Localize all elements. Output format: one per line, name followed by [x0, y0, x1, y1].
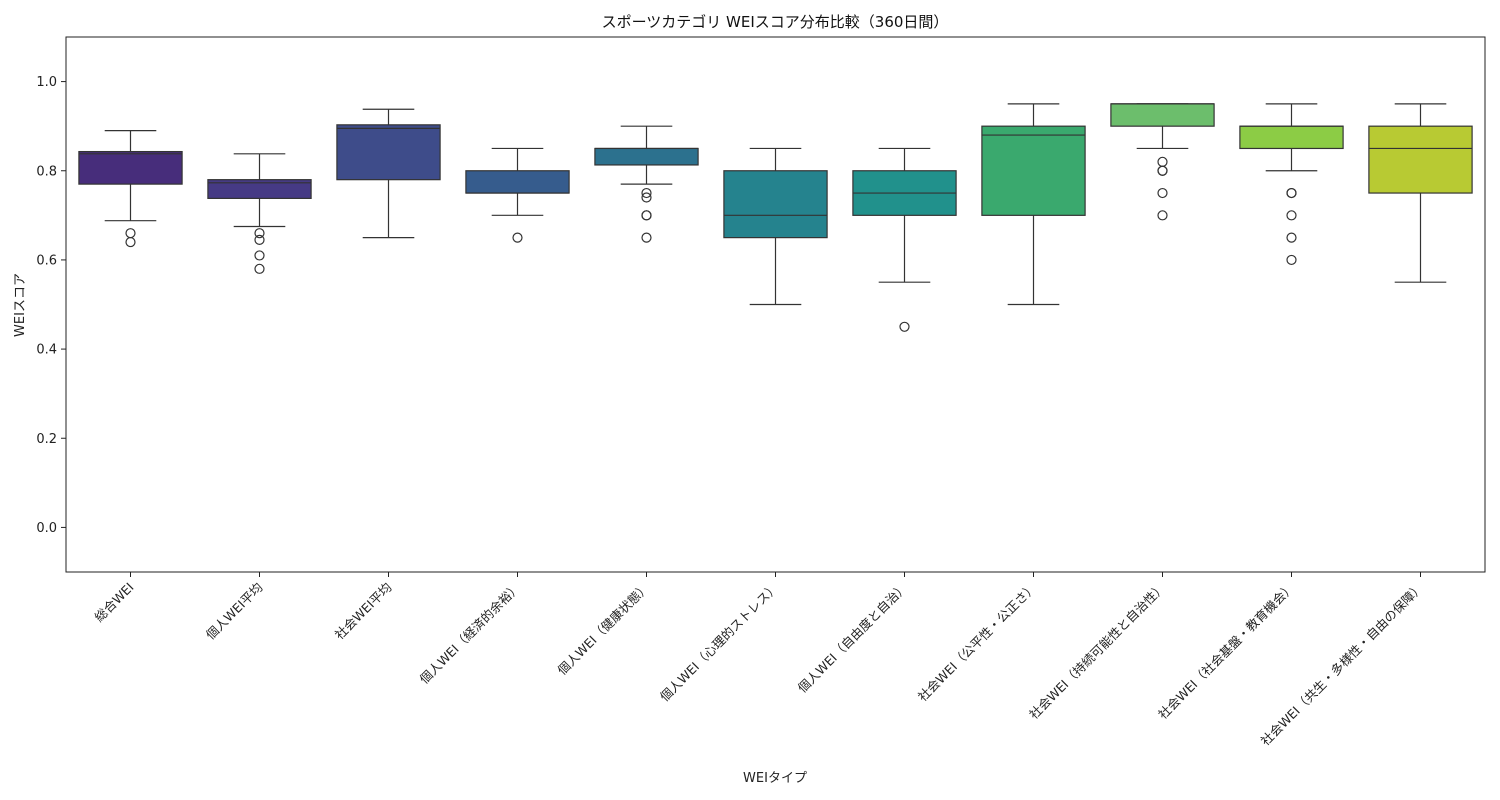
box-7 [852, 147, 957, 332]
x-tick-label: 社会WEI（持続可能性と自治性） [1026, 580, 1168, 722]
plot-area [78, 103, 1473, 332]
outlier-point [1157, 156, 1168, 167]
y-tick-label: 0.8 [36, 164, 57, 179]
x-tick-label: 個人WEI（心理的ストレス） [657, 580, 782, 705]
outlier-point [1157, 165, 1168, 176]
x-tick-label: 総合WEI [91, 580, 136, 625]
outlier-point [1157, 187, 1168, 199]
y-tick-label: 0.6 [36, 253, 57, 268]
outlier-point [254, 234, 265, 245]
y-tick-label: 1.0 [36, 75, 57, 90]
outlier-point [641, 210, 652, 221]
outlier-point [641, 232, 652, 243]
x-tick-label: 個人WEI（健康状態） [554, 580, 652, 678]
box-10 [1239, 103, 1344, 266]
box-5 [594, 125, 699, 243]
box-1 [78, 130, 183, 248]
box-3 [336, 108, 441, 239]
box-9 [1110, 103, 1215, 221]
iqr-box [1368, 125, 1473, 194]
y-tick-label: 0.4 [36, 343, 57, 358]
x-axis: 総合WEI 個人WEI平均 社会WEI平均 個人WEI（経済的余裕） 個人WEI（健康状… [91, 572, 1427, 749]
chart-title: スポーツカテゴリ WEIスコア分布比較（360日間） [602, 13, 949, 31]
outlier-point [125, 228, 136, 239]
iqr-box [723, 170, 828, 239]
y-tick-label: 0.0 [36, 521, 57, 536]
outlier-point [512, 232, 523, 243]
x-tick-label: 個人WEI平均 [203, 580, 266, 643]
iqr-box [336, 124, 441, 181]
outlier-point [1286, 254, 1297, 266]
x-tick-label: 社会WEI（公平性・公正さ） [915, 580, 1040, 705]
iqr-box [465, 170, 570, 194]
outlier-point [641, 192, 652, 203]
outlier-point [899, 321, 910, 332]
outlier-point [254, 228, 265, 239]
outlier-point [1286, 210, 1297, 221]
x-tick-label: 個人WEI（自由度と自治） [795, 580, 911, 696]
outlier-point [1286, 187, 1297, 199]
iqr-box [1110, 103, 1215, 127]
x-tick-label: 個人WEI（経済的余裕） [417, 580, 524, 687]
iqr-box [594, 147, 699, 166]
outlier-point [1157, 210, 1168, 221]
iqr-box [78, 150, 183, 185]
outlier-point [125, 236, 136, 248]
box-2 [207, 153, 312, 274]
iqr-box [1239, 125, 1344, 150]
iqr-box [981, 125, 1086, 216]
box-8 [981, 103, 1086, 306]
y-axis-title: WEIスコア [13, 273, 28, 337]
y-axis: 0.0 0.2 0.4 0.6 0.8 1.0 [36, 75, 66, 536]
x-tick-label: 社会WEI（社会基盤・教育機会） [1155, 580, 1297, 722]
y-tick-label: 0.2 [36, 432, 57, 447]
iqr-box [207, 179, 312, 199]
box-11 [1368, 103, 1473, 283]
x-tick-label: 社会WEI平均 [332, 580, 395, 643]
outlier-point [1286, 232, 1297, 243]
outlier-point [254, 250, 265, 261]
box-6 [723, 147, 828, 306]
x-axis-title: WEIタイプ [743, 771, 807, 786]
x-tick-label: 社会WEI（共生・多様性・自由の保障） [1258, 580, 1427, 749]
outlier-point [641, 187, 652, 199]
outlier-point [254, 263, 265, 274]
box-4 [465, 147, 570, 243]
